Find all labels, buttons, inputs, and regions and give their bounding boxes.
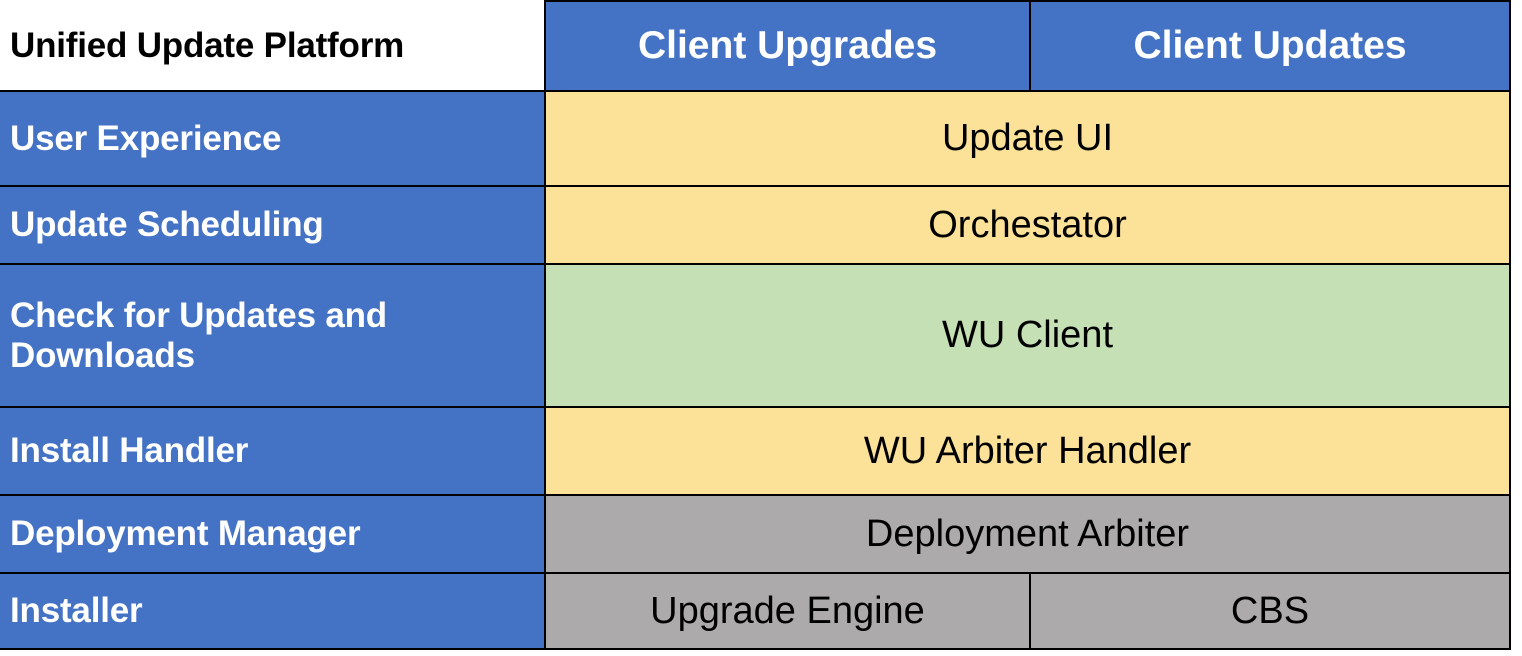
table-row: Installer Upgrade Engine CBS <box>0 572 1511 650</box>
cell-wu-arbiter-handler: WU Arbiter Handler <box>544 406 1511 496</box>
cell-cbs: CBS <box>1029 572 1511 650</box>
column-header-client-upgrades: Client Upgrades <box>544 0 1031 92</box>
table-row: Install Handler WU Arbiter Handler <box>0 406 1511 496</box>
row-label-line-1: Check for Updates and <box>10 296 387 336</box>
page-title: Unified Update Platform <box>0 1 546 92</box>
row-label-deployment-manager: Deployment Manager <box>0 494 546 574</box>
table-row: Update Scheduling Orchestator <box>0 185 1511 265</box>
row-label-line-2: Downloads <box>10 335 195 375</box>
row-label-update-scheduling: Update Scheduling <box>0 185 546 265</box>
table-row: User Experience Update UI <box>0 90 1511 187</box>
cell-orchestator: Orchestator <box>544 185 1511 265</box>
cell-wu-client: WU Client <box>544 263 1511 408</box>
cell-upgrade-engine: Upgrade Engine <box>544 572 1031 650</box>
column-header-client-updates: Client Updates <box>1029 0 1511 92</box>
row-label-install-handler: Install Handler <box>0 406 546 496</box>
cell-update-ui: Update UI <box>544 90 1511 187</box>
table-row: Deployment Manager Deployment Arbiter <box>0 494 1511 574</box>
row-label-check-for-updates-and-downloads: Check for Updates and Downloads <box>0 263 546 408</box>
table-row: Check for Updates and Downloads WU Clien… <box>0 263 1511 408</box>
table-header-row: Unified Update Platform Client Upgrades … <box>0 0 1511 92</box>
row-label-installer: Installer <box>0 572 546 650</box>
cell-deployment-arbiter: Deployment Arbiter <box>544 494 1511 574</box>
row-label-user-experience: User Experience <box>0 90 546 187</box>
